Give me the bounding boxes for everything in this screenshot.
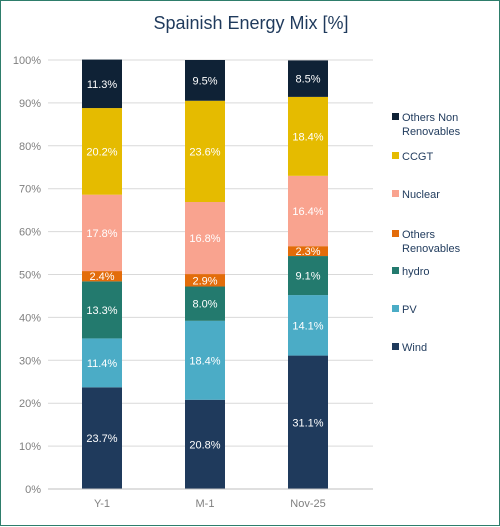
bar-segment [82,59,122,109]
data-label: 9.1% [295,271,320,283]
y-tick-label: 20% [19,398,41,410]
data-label: 18.4% [292,131,323,143]
data-label: 23.7% [86,433,117,445]
legend: Others Non Renovables CCGT Nuclear Others Ren… [392,112,461,354]
x-tick-label: Nov-25 [290,498,325,510]
legend-swatch [392,190,399,197]
bar-segment [82,387,122,489]
data-label: 11.3% [87,79,118,91]
x-tick-label: Y-1 [94,498,110,510]
legend-swatch [392,305,399,312]
bar-segment [185,201,225,275]
bar-segment [82,338,122,388]
data-label: 2.9% [192,275,217,287]
legend-label: Renovables [402,243,461,255]
legend-label: CCGT [402,151,433,163]
data-label: 14.1% [292,320,323,332]
bar-segment [288,96,328,176]
bar-segment [82,271,122,282]
data-label: 8.0% [192,299,217,311]
data-label: 17.8% [86,228,117,240]
legend-label: PV [402,304,417,316]
legend-swatch [392,113,399,120]
data-label: 16.4% [292,206,323,218]
data-label: 2.4% [89,271,114,283]
bar-segment [288,355,328,489]
data-label: 9.5% [192,75,217,87]
data-label: 13.3% [86,305,117,317]
legend-label: Others Non [402,112,458,124]
bar-segment [185,286,225,321]
bar-segment [185,100,225,202]
data-label: 20.2% [86,146,117,158]
data-label: 2.3% [295,246,320,258]
legend-label: Renovables [402,126,461,138]
legend-swatch [392,267,399,274]
data-label: 18.4% [189,355,220,367]
legend-swatch [392,152,399,159]
bar-segment [288,295,328,356]
bar-segment [185,60,225,101]
data-label: 31.1% [292,417,323,429]
legend-label: Others [402,229,436,241]
data-label: 11.4% [87,358,118,370]
y-tick-label: 60% [19,227,41,239]
bar-segment [82,108,122,195]
axes: 0% 10% 20% 30% 40% 50% 60% 70% 80% 90% 100% Y-1 M-1 N… [13,55,373,510]
data-label: 20.8% [189,439,220,451]
chart-title: Spainish Energy Mix [%] [153,13,348,33]
data-label: 23.6% [189,146,220,158]
y-tick-label: 30% [19,355,41,367]
bars [82,59,328,489]
bar-segment [288,256,328,296]
bar-segment [82,281,122,339]
bar-segment [288,175,328,247]
legend-label: Nuclear [402,189,440,201]
data-labels: 23.7% 11.4% 13.3% 2.4% 17.8% 20.2% 11.3% 20.8% 1… [86,74,323,452]
y-tick-label: 100% [13,55,41,67]
bar-segment [185,274,225,287]
y-tick-label: 80% [19,141,41,153]
y-tick-label: 50% [19,270,41,282]
bar-segment [185,399,225,489]
legend-label: Wind [402,342,427,354]
data-label: 16.8% [189,233,220,245]
bar-segment [185,320,225,400]
legend-swatch [392,343,399,350]
data-label: 8.5% [295,74,320,86]
x-tick-label: M-1 [196,498,215,510]
bar-segment [82,194,122,272]
bar-segment [288,246,328,257]
y-tick-label: 70% [19,184,41,196]
legend-label: hydro [402,266,430,278]
y-tick-label: 10% [19,441,41,453]
y-tick-label: 0% [25,484,41,496]
y-tick-label: 40% [19,312,41,324]
bar-segment [288,60,328,97]
y-tick-label: 90% [19,98,41,110]
legend-swatch [392,230,399,237]
